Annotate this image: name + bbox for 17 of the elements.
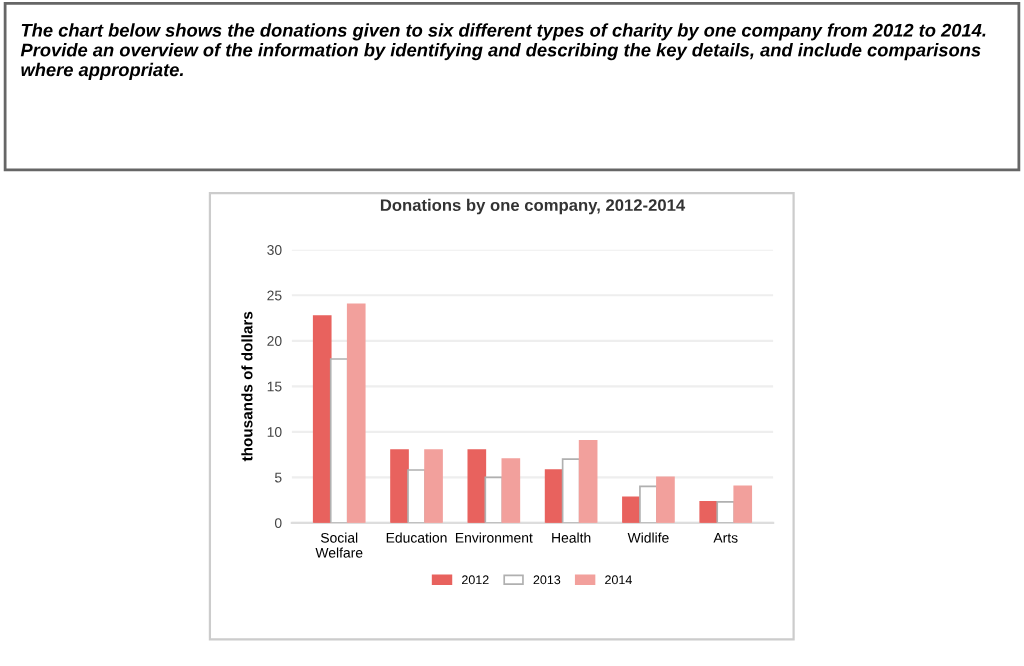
bar xyxy=(622,496,641,523)
text: The chart below shows the donations given to six different types of charity by one company from 2012 to 2014. Provide an overview of the information by identifying and describing the key details, and include comparisons where appropriate. xyxy=(20,23,986,80)
chart-title: Donations by one company, 2012-2014 xyxy=(380,198,686,215)
bar xyxy=(656,476,675,523)
bar xyxy=(407,469,426,523)
bar xyxy=(346,303,366,523)
bar xyxy=(544,469,564,523)
bar xyxy=(329,358,349,523)
bar xyxy=(733,485,753,523)
bar xyxy=(561,458,581,523)
bar xyxy=(390,449,409,523)
bar xyxy=(424,449,443,523)
bar xyxy=(467,449,487,523)
bar xyxy=(312,315,332,523)
bar xyxy=(578,440,598,523)
bar xyxy=(484,476,504,523)
bar xyxy=(501,458,521,523)
